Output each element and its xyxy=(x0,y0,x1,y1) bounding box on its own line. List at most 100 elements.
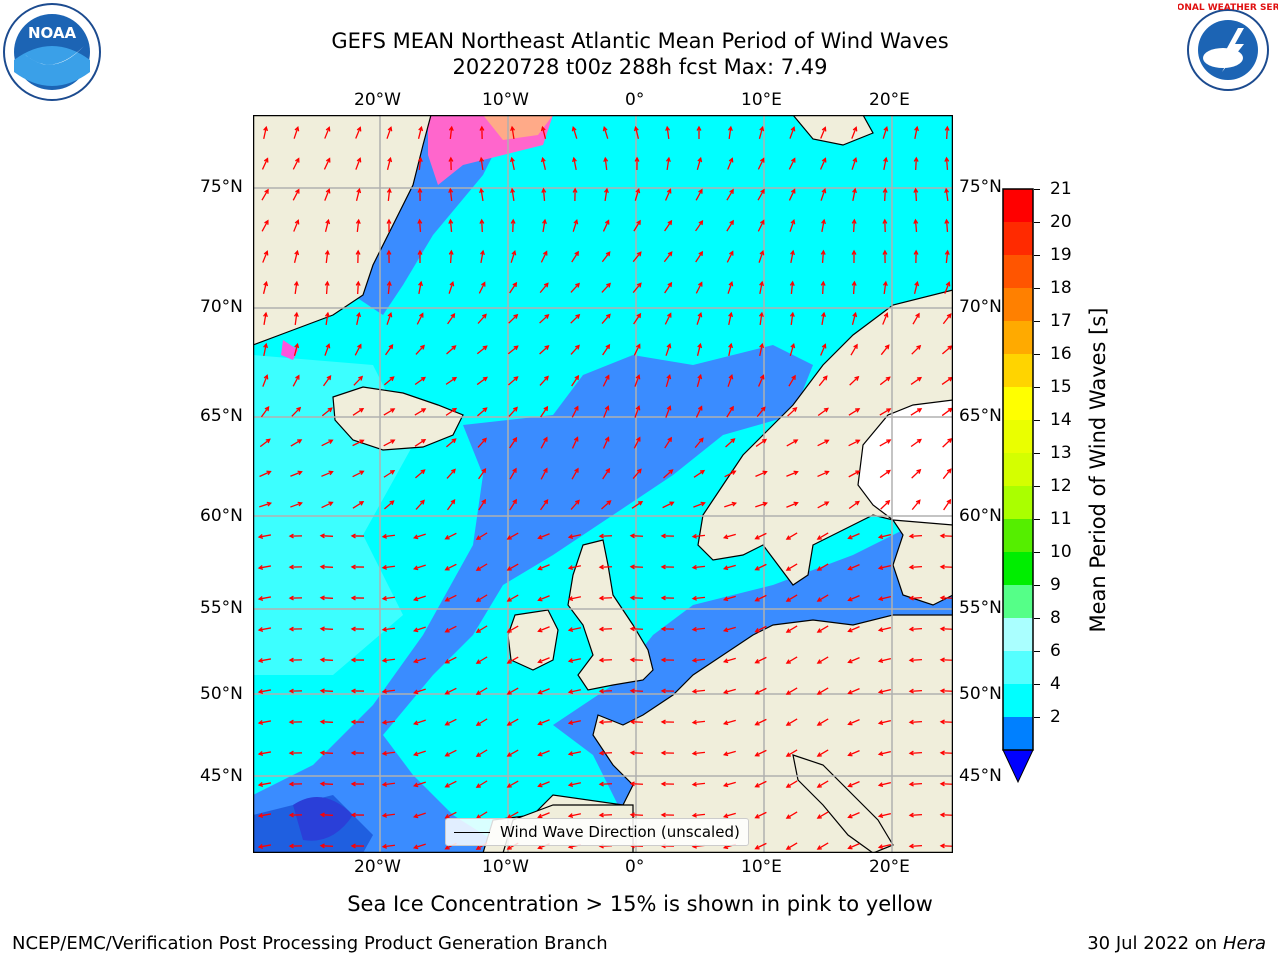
wave-arrow xyxy=(879,534,891,538)
wave-arrow xyxy=(568,720,582,724)
wave-arrow-head xyxy=(691,564,697,570)
wave-arrow-head xyxy=(451,438,457,444)
wave-arrow-head xyxy=(598,781,604,787)
wave-arrow xyxy=(414,719,426,725)
wave-arrow xyxy=(258,534,272,538)
wave-arrow-head xyxy=(412,689,419,695)
wave-arrow xyxy=(630,597,644,599)
wave-arrow-head xyxy=(319,533,325,539)
wave-arrow xyxy=(321,439,333,447)
wave-arrow-head xyxy=(660,750,666,756)
wave-arrow-head xyxy=(722,627,729,633)
wave-arrow-head xyxy=(886,408,892,413)
wave-arrow xyxy=(820,344,826,356)
wave-arrow xyxy=(509,499,517,511)
wave-arrow xyxy=(572,220,578,232)
wave-arrow xyxy=(821,219,825,233)
wave-arrow xyxy=(726,406,734,418)
wave-arrow-head xyxy=(604,219,610,225)
wave-arrow xyxy=(568,751,582,755)
wave-arrow xyxy=(540,251,548,263)
wave-arrow xyxy=(945,219,949,233)
colorbar-tick-label: 2 xyxy=(1050,707,1061,727)
wave-arrow xyxy=(757,375,765,387)
wave-arrow-head xyxy=(567,782,574,788)
wave-arrow xyxy=(822,281,824,295)
wave-arrow-head xyxy=(512,281,518,288)
wave-arrow-head xyxy=(665,125,671,132)
wave-arrow-head xyxy=(355,249,361,255)
wave-arrow-head xyxy=(513,345,519,351)
wave-arrow-head xyxy=(847,813,853,819)
wave-arrow-head xyxy=(629,688,635,694)
wave-arrow-head xyxy=(700,501,706,507)
wave-arrow-head xyxy=(257,627,264,632)
wave-arrow-head xyxy=(790,188,796,194)
wave-arrow-head xyxy=(886,439,892,444)
wave-arrow-head xyxy=(475,752,481,757)
colorbar-tick-mark xyxy=(1034,420,1040,421)
wave-arrow-head xyxy=(760,219,765,225)
wave-arrow-head xyxy=(754,751,760,757)
wave-arrow-head xyxy=(264,219,269,225)
wave-arrow xyxy=(851,127,857,139)
wave-arrow-head xyxy=(475,659,481,664)
wave-arrow-head xyxy=(326,375,332,381)
wave-arrow xyxy=(477,438,487,448)
wave-arrow xyxy=(603,406,609,418)
wave-arrow-head xyxy=(448,218,454,224)
wave-arrow xyxy=(848,688,860,694)
wave-arrow-head xyxy=(698,250,704,257)
wave-arrow-head xyxy=(854,500,860,506)
wave-arrow xyxy=(848,750,860,756)
wave-arrow xyxy=(290,439,302,447)
wave-arrow-head xyxy=(265,438,271,444)
wave-arrow-head xyxy=(412,565,419,571)
wave-arrow-head xyxy=(821,311,826,318)
wave-arrow-head xyxy=(852,126,858,132)
wave-arrow xyxy=(696,344,702,356)
colorbar-tick-label: 4 xyxy=(1050,674,1061,694)
wave-arrow-head xyxy=(328,501,334,507)
wave-arrow-head xyxy=(350,595,356,601)
wave-arrow xyxy=(446,438,456,448)
wave-arrow xyxy=(476,718,488,726)
wave-arrow-head xyxy=(722,782,729,788)
wave-arrow xyxy=(325,250,329,264)
wave-arrow-head xyxy=(359,470,365,475)
lon-tick-top-20e: 20°E xyxy=(869,90,910,110)
wave-arrow-head xyxy=(412,627,419,633)
wave-arrow xyxy=(879,844,891,848)
wave-arrow xyxy=(445,408,457,416)
wave-arrow xyxy=(910,438,922,448)
wave-arrow xyxy=(909,566,923,568)
wave-arrow xyxy=(508,407,518,417)
wave-arrow xyxy=(911,345,921,355)
wave-arrow-head xyxy=(319,595,325,601)
wave-arrow xyxy=(817,407,829,417)
wave-arrow xyxy=(727,158,733,170)
legend-label: Wind Wave Direction (unscaled) xyxy=(500,823,740,841)
wave-arrow xyxy=(325,281,329,295)
wave-arrow xyxy=(848,564,860,570)
wave-arrow xyxy=(848,439,860,447)
wave-arrow-head xyxy=(417,187,423,193)
wave-arrow xyxy=(848,719,860,725)
wave-arrow xyxy=(755,842,767,850)
wave-arrow xyxy=(851,313,857,325)
wave-arrow xyxy=(290,471,302,477)
wave-arrow-head xyxy=(257,720,264,725)
wave-arrow-head xyxy=(328,470,334,476)
wave-arrow-head xyxy=(691,812,697,818)
wave-arrow-head xyxy=(537,565,543,571)
wave-arrow xyxy=(817,749,829,757)
wave-arrow xyxy=(508,376,518,386)
wave-arrow-head xyxy=(263,250,269,256)
wave-arrow xyxy=(445,749,457,757)
wave-arrow xyxy=(912,313,920,325)
wave-arrow-head xyxy=(451,345,457,350)
wave-arrow-head xyxy=(605,374,610,380)
wave-arrow xyxy=(260,406,270,418)
wave-arrow-head xyxy=(636,436,641,442)
wave-arrow xyxy=(568,813,582,817)
